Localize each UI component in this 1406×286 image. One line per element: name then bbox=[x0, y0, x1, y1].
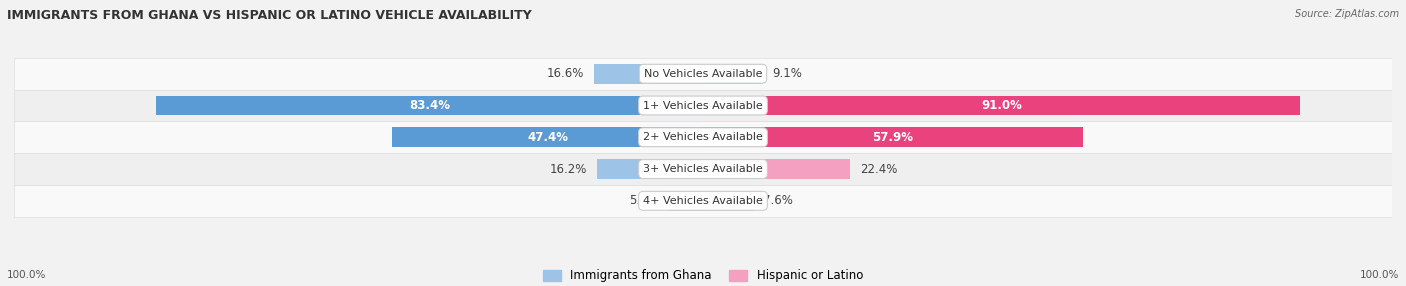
Text: 57.9%: 57.9% bbox=[873, 131, 914, 144]
Text: 16.2%: 16.2% bbox=[550, 162, 586, 176]
Bar bbox=[703, 96, 1301, 115]
Text: Source: ZipAtlas.com: Source: ZipAtlas.com bbox=[1295, 9, 1399, 19]
Text: 16.6%: 16.6% bbox=[547, 67, 585, 80]
Legend: Immigrants from Ghana, Hispanic or Latino: Immigrants from Ghana, Hispanic or Latin… bbox=[543, 269, 863, 282]
Text: 2+ Vehicles Available: 2+ Vehicles Available bbox=[643, 132, 763, 142]
Bar bbox=[392, 128, 703, 147]
Text: 7.6%: 7.6% bbox=[762, 194, 793, 207]
Bar bbox=[14, 121, 1392, 153]
Bar bbox=[703, 159, 851, 179]
Bar bbox=[14, 185, 1392, 217]
Text: No Vehicles Available: No Vehicles Available bbox=[644, 69, 762, 79]
Bar bbox=[14, 90, 1392, 121]
Text: 100.0%: 100.0% bbox=[1360, 270, 1399, 280]
Bar bbox=[703, 128, 1083, 147]
Bar bbox=[669, 191, 703, 211]
Bar bbox=[703, 191, 752, 211]
Text: IMMIGRANTS FROM GHANA VS HISPANIC OR LATINO VEHICLE AVAILABILITY: IMMIGRANTS FROM GHANA VS HISPANIC OR LAT… bbox=[7, 9, 531, 21]
Text: 4+ Vehicles Available: 4+ Vehicles Available bbox=[643, 196, 763, 206]
Bar bbox=[595, 64, 703, 84]
Bar bbox=[596, 159, 703, 179]
Text: 9.1%: 9.1% bbox=[772, 67, 803, 80]
Bar bbox=[14, 153, 1392, 185]
Bar bbox=[156, 96, 703, 115]
Text: 3+ Vehicles Available: 3+ Vehicles Available bbox=[643, 164, 763, 174]
Text: 100.0%: 100.0% bbox=[7, 270, 46, 280]
Text: 47.4%: 47.4% bbox=[527, 131, 568, 144]
Text: 1+ Vehicles Available: 1+ Vehicles Available bbox=[643, 100, 763, 110]
Text: 83.4%: 83.4% bbox=[409, 99, 450, 112]
Bar bbox=[703, 64, 762, 84]
Text: 22.4%: 22.4% bbox=[860, 162, 897, 176]
Bar bbox=[14, 58, 1392, 90]
Text: 5.2%: 5.2% bbox=[630, 194, 659, 207]
Text: 91.0%: 91.0% bbox=[981, 99, 1022, 112]
